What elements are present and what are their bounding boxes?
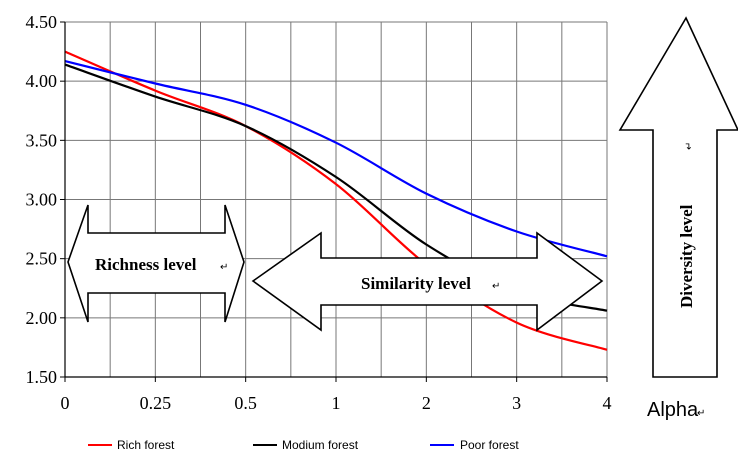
- y-tick-label: 1.50: [26, 367, 58, 387]
- y-tick-label: 4.50: [26, 12, 58, 32]
- data-point-rich-forest: [515, 321, 517, 323]
- legend-label-modium: Modium forest: [282, 438, 359, 452]
- grid: [64, 21, 608, 378]
- y-tick-label: 4.00: [26, 71, 58, 91]
- series-line-poor-forest: [64, 60, 608, 258]
- data-point-poor-forest: [154, 82, 156, 84]
- data-point-poor-forest: [606, 255, 608, 257]
- x-tick-label: 2: [422, 393, 431, 413]
- data-point-modium-forest: [244, 125, 246, 127]
- data-point-poor-forest: [425, 192, 427, 194]
- data-point-modium-forest: [154, 95, 156, 97]
- data-point-modium-forest: [425, 243, 427, 245]
- legend: Rich forest Modium forest Poor forest: [88, 438, 519, 452]
- richness-arrow: Richness level ↵: [67, 204, 245, 323]
- x-tick-label: 0: [61, 393, 70, 413]
- data-point-rich-forest: [606, 349, 608, 351]
- x-tick-label: 1: [332, 393, 341, 413]
- series-line-rich-forest: [64, 50, 608, 351]
- richness-arrow-shape: [67, 204, 245, 323]
- richness-label: Richness level: [95, 255, 197, 274]
- data-point-rich-forest: [154, 89, 156, 91]
- y-tick-label: 3.50: [26, 130, 58, 150]
- data-point-rich-forest: [335, 183, 337, 185]
- data-point-poor-forest: [335, 142, 337, 144]
- axes: 1.50 2.00 2.50 3.00 3.50 4.00 4.50 0 0.25 0.5 1 2 3 4: [26, 12, 612, 413]
- x-axis-label: Alpha: [647, 399, 699, 421]
- diversity-arrow: Diversity level ↵: [618, 16, 738, 378]
- diversity-return-mark: ↵: [684, 142, 695, 150]
- alpha-return-mark: ↵: [697, 408, 705, 419]
- legend-label-poor: Poor forest: [460, 438, 519, 452]
- similarity-arrow: Similarity level ↵: [251, 231, 604, 332]
- similarity-return-mark: ↵: [492, 281, 500, 292]
- y-tick-label: 3.00: [26, 190, 58, 210]
- diversity-label: Diversity level: [677, 204, 696, 308]
- similarity-label: Similarity level: [361, 274, 471, 293]
- similarity-arrow-shape: [251, 231, 604, 332]
- x-tick-label: 4: [603, 393, 612, 413]
- x-tick-label: 3: [512, 393, 521, 413]
- data-point-poor-forest: [244, 104, 246, 106]
- data-point-modium-forest: [606, 310, 608, 312]
- y-tick-label: 2.00: [26, 308, 58, 328]
- y-tick-label: 2.50: [26, 249, 58, 269]
- diversity-arrow-shape: [618, 16, 738, 378]
- x-tick-label: 0.5: [234, 393, 257, 413]
- data-point-modium-forest: [335, 176, 337, 178]
- x-tick-label: 0.25: [140, 393, 172, 413]
- data-point-poor-forest: [515, 230, 517, 232]
- richness-return-mark: ↵: [220, 262, 228, 273]
- legend-label-rich: Rich forest: [117, 438, 175, 452]
